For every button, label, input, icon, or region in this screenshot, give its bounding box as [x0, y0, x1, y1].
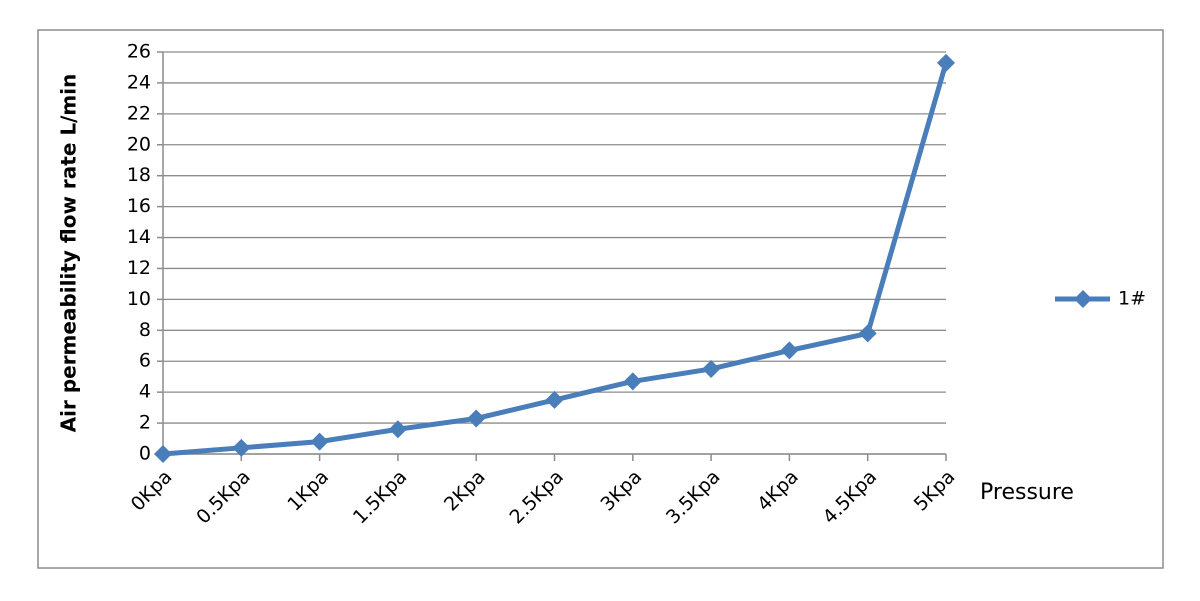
point-marker: [780, 341, 799, 360]
y-tick-label: 12: [127, 257, 151, 279]
y-tick-label: 6: [139, 350, 151, 372]
point-marker: [388, 420, 407, 439]
y-tick-label: 10: [127, 288, 151, 310]
y-tick-label: 18: [127, 164, 151, 186]
point-marker: [467, 409, 486, 428]
legend-label: 1#: [1118, 288, 1146, 310]
point-marker: [937, 53, 955, 72]
point-marker: [154, 445, 172, 463]
y-tick-label: 22: [127, 102, 151, 124]
y-tick-label: 26: [127, 41, 151, 63]
point-marker: [702, 359, 721, 378]
y-axis-title: Air permeability flow rate L/min: [57, 74, 81, 433]
y-tick-label: 0: [139, 443, 151, 465]
y-tick-label: 20: [127, 133, 151, 155]
y-tick-label: 4: [139, 381, 151, 403]
point-marker: [623, 372, 642, 391]
legend-marker: [1074, 290, 1092, 308]
x-axis-title: Pressure: [980, 480, 1074, 505]
point-marker: [858, 324, 877, 343]
point-marker: [232, 438, 251, 457]
point-marker: [310, 432, 329, 451]
y-tick-label: 8: [139, 319, 151, 341]
y-tick-label: 24: [127, 71, 151, 93]
point-marker: [545, 390, 564, 409]
y-tick-label: 16: [127, 195, 151, 217]
y-tick-label: 2: [139, 412, 151, 434]
y-tick-label: 14: [127, 226, 151, 248]
